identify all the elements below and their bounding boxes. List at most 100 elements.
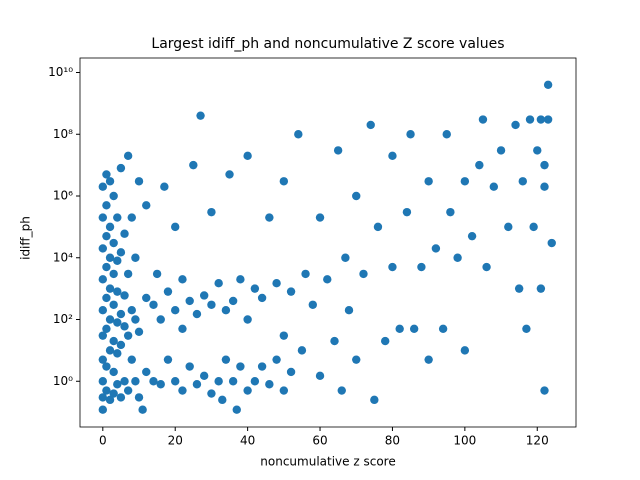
- point: [366, 120, 375, 130]
- point: [525, 115, 535, 124]
- point: [142, 367, 151, 377]
- point: [417, 262, 426, 272]
- point: [218, 395, 227, 405]
- point: [272, 355, 281, 364]
- point: [98, 182, 108, 191]
- point: [257, 293, 267, 303]
- point: [250, 377, 260, 386]
- point: [134, 177, 144, 186]
- point: [337, 386, 346, 395]
- point: [547, 238, 556, 248]
- point: [460, 177, 470, 186]
- point: [163, 287, 173, 296]
- point: [199, 371, 209, 381]
- point: [315, 213, 325, 222]
- point: [543, 115, 553, 124]
- point: [536, 115, 546, 124]
- point: [113, 318, 122, 327]
- point: [207, 389, 216, 398]
- point: [185, 296, 194, 306]
- point: [142, 201, 151, 210]
- point: [134, 393, 144, 402]
- point: [438, 324, 448, 334]
- point: [134, 327, 144, 336]
- point: [113, 287, 122, 296]
- point: [98, 377, 108, 386]
- point: [102, 362, 111, 371]
- point: [113, 380, 122, 389]
- chart-title: Largest idiff_ph and noncumulative Z sco…: [151, 36, 504, 52]
- point: [127, 355, 136, 364]
- point: [236, 362, 245, 371]
- point: [395, 324, 404, 334]
- y-tick-label: 10⁴: [53, 250, 73, 264]
- x-tick-label: 100: [453, 434, 476, 448]
- point: [514, 284, 524, 293]
- point: [518, 177, 527, 186]
- point: [286, 367, 296, 377]
- point: [228, 296, 238, 306]
- point: [116, 340, 126, 350]
- point: [98, 405, 108, 414]
- point: [236, 275, 245, 284]
- point: [189, 160, 198, 170]
- point: [409, 324, 419, 334]
- point: [536, 284, 546, 293]
- point: [116, 163, 126, 173]
- point: [243, 315, 252, 324]
- point: [120, 322, 129, 331]
- point: [402, 207, 412, 217]
- point: [113, 349, 122, 358]
- point: [127, 213, 136, 222]
- point: [286, 287, 296, 296]
- point: [540, 182, 549, 191]
- point: [123, 269, 133, 279]
- point: [102, 262, 111, 272]
- point: [98, 275, 108, 284]
- point: [511, 120, 520, 130]
- point: [308, 300, 317, 309]
- point: [453, 253, 462, 262]
- point: [149, 300, 158, 309]
- point: [370, 395, 379, 405]
- point: [250, 284, 260, 293]
- point: [98, 355, 108, 364]
- point: [496, 146, 506, 155]
- point: [381, 336, 390, 346]
- point: [323, 275, 332, 284]
- point: [192, 309, 202, 319]
- point: [257, 362, 267, 371]
- point: [478, 115, 488, 124]
- point: [341, 253, 350, 262]
- point: [102, 324, 111, 334]
- x-tick-label: 0: [99, 434, 107, 448]
- y-tick-label: 10¹⁰: [48, 65, 73, 79]
- point: [127, 306, 136, 315]
- point: [294, 130, 303, 139]
- point: [543, 80, 553, 89]
- point: [265, 213, 274, 222]
- point: [192, 380, 202, 389]
- point: [232, 405, 241, 414]
- point: [424, 355, 433, 364]
- point: [178, 386, 187, 395]
- point: [149, 377, 158, 386]
- point: [116, 393, 126, 402]
- point: [228, 377, 238, 386]
- point: [373, 222, 383, 232]
- point: [279, 331, 289, 340]
- point: [504, 222, 513, 232]
- point: [163, 355, 173, 364]
- point: [171, 377, 180, 386]
- point: [131, 377, 140, 386]
- point: [442, 130, 451, 139]
- point: [120, 291, 129, 300]
- point: [109, 336, 118, 346]
- point: [431, 244, 441, 253]
- point: [243, 151, 252, 161]
- point: [105, 253, 115, 262]
- y-tick-label: 10⁰: [53, 374, 73, 388]
- point: [406, 130, 415, 139]
- point: [489, 182, 499, 191]
